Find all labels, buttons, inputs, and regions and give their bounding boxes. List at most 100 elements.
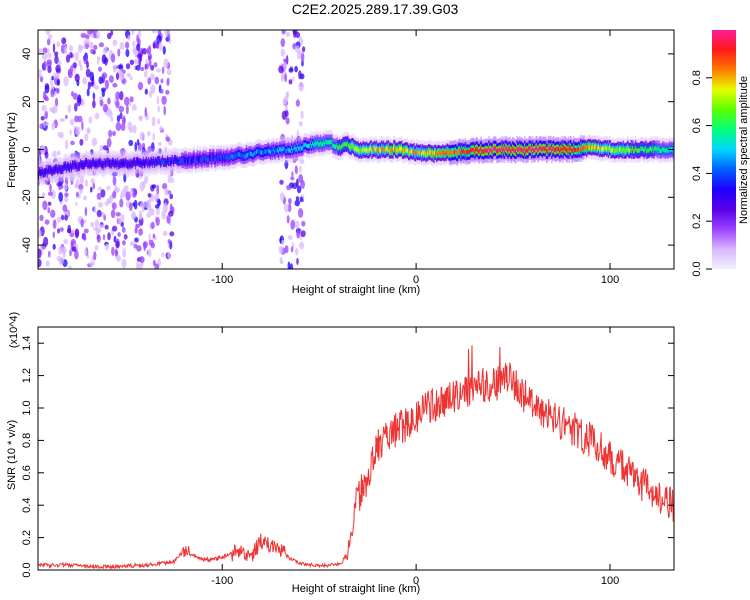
spectral-ridge-cell xyxy=(120,161,123,166)
spectral-ridge-cell xyxy=(484,148,487,153)
spectral-ridge-cell xyxy=(612,148,614,153)
noise-speckle xyxy=(92,182,96,190)
noise-speckle xyxy=(80,32,87,39)
spectral-ridge-cell xyxy=(270,150,272,155)
noise-speckle xyxy=(284,159,289,170)
spectral-ridge-cell xyxy=(324,141,326,147)
spectral-ridge-cell xyxy=(572,146,575,151)
noise-speckle xyxy=(64,196,69,203)
top-panel: -100 0 100 -40 -20 0 20 40 Height of straight … xyxy=(6,29,675,296)
spectral-ridge-cell xyxy=(109,162,112,167)
noise-speckle xyxy=(57,228,61,234)
spectral-ridge-cell xyxy=(165,159,167,164)
spectral-ridge-cell xyxy=(158,158,160,163)
noise-speckle xyxy=(127,35,131,41)
noise-speckle xyxy=(288,198,292,205)
spectral-ridge-cell xyxy=(215,157,217,162)
spectral-ridge-cell xyxy=(66,163,69,169)
spectral-ridge-cell xyxy=(622,146,625,151)
spectral-ridge-cell xyxy=(181,157,183,163)
spectral-ridge-cell xyxy=(65,163,67,168)
spectral-ridge-cell xyxy=(538,146,541,151)
spectral-ridge-cell xyxy=(510,149,513,154)
noise-speckle xyxy=(102,47,109,54)
spectral-ridge-cell xyxy=(111,162,113,167)
bottom-y-tick-label: 0.4 xyxy=(21,498,33,513)
spectral-ridge-cell xyxy=(571,148,573,153)
spectral-ridge-cell xyxy=(199,156,201,161)
spectral-ridge-cell xyxy=(401,146,403,151)
spectral-ridge-cell xyxy=(93,162,96,167)
spectral-ridge-cell xyxy=(196,155,199,160)
noise-speckle xyxy=(47,201,52,206)
spectral-ridge-cell xyxy=(246,153,249,158)
spectral-ridge-cell xyxy=(263,150,265,155)
noise-speckle xyxy=(42,200,48,211)
spectral-ridge-cell xyxy=(271,150,274,155)
spectral-ridge-cell xyxy=(298,146,300,151)
noise-speckle xyxy=(163,105,166,116)
spectral-ridge-cell xyxy=(520,146,523,151)
noise-speckle xyxy=(96,192,102,200)
noise-speckle xyxy=(278,245,284,254)
noise-speckle xyxy=(92,99,96,109)
noise-speckle xyxy=(294,165,298,175)
noise-speckle xyxy=(298,81,304,92)
spectral-ridge-cell xyxy=(176,158,179,163)
spectral-ridge-cell xyxy=(463,150,466,155)
noise-speckle xyxy=(133,48,138,58)
noise-speckle xyxy=(169,231,175,237)
spectral-ridge-cell xyxy=(645,146,647,151)
bottom-y-tick-label: 0.8 xyxy=(21,433,33,448)
spectral-ridge-cell xyxy=(237,151,240,156)
spectral-ridge-cell xyxy=(435,152,438,157)
noise-speckle xyxy=(38,248,42,259)
noise-speckle xyxy=(115,240,120,249)
spectral-ridge-cell xyxy=(161,159,163,164)
bottom-x-axis-label: Height of straight line (km) xyxy=(292,583,420,595)
bottom-y-axis-label: SNR (10 * v/v) xyxy=(6,420,18,490)
noise-speckle xyxy=(58,256,64,265)
noise-speckle xyxy=(44,83,50,90)
noise-speckle xyxy=(83,195,87,201)
spectral-ridge-cell xyxy=(569,145,571,150)
spectral-ridge-cell xyxy=(634,145,637,151)
spectral-ridge-cell xyxy=(472,147,475,152)
spectral-ridge-cell xyxy=(232,155,235,160)
spectral-ridge-cell xyxy=(414,151,417,156)
noise-speckle xyxy=(55,72,60,80)
spectral-ridge-cell xyxy=(70,163,72,168)
spectral-ridge-cell xyxy=(429,150,432,155)
spectral-ridge-cell xyxy=(202,156,204,162)
noise-speckle xyxy=(156,68,161,73)
noise-speckle xyxy=(70,140,75,146)
spectral-ridge-cell xyxy=(540,146,543,151)
spectral-ridge-cell xyxy=(604,145,606,150)
spectral-ridge-cell xyxy=(428,149,431,155)
spectral-ridge-cell xyxy=(477,149,480,154)
noise-speckle xyxy=(129,76,133,81)
bottom-x-tick-label: 100 xyxy=(601,575,619,587)
spectral-ridge-cell xyxy=(568,148,571,154)
spectral-ridge-cell xyxy=(247,152,249,157)
noise-speckle xyxy=(67,104,72,114)
spectral-ridge-cell xyxy=(591,145,593,151)
noise-speckle xyxy=(153,62,158,68)
spectral-ridge-cell xyxy=(206,157,208,163)
spectral-ridge-cell xyxy=(554,148,557,153)
spectral-ridge-cell xyxy=(509,146,511,151)
spectral-ridge-cell xyxy=(443,151,446,156)
noise-speckle xyxy=(167,239,171,244)
spectral-ridge-cell xyxy=(647,148,649,153)
spectral-ridge-cell xyxy=(469,148,472,153)
spectral-ridge-cell xyxy=(434,150,436,155)
spectral-ridge-cell xyxy=(526,148,529,154)
spectral-ridge-cell xyxy=(587,144,590,149)
noise-speckle xyxy=(300,230,306,238)
noise-speckle xyxy=(46,52,52,59)
noise-speckle xyxy=(299,159,305,165)
noise-speckle xyxy=(143,241,146,252)
spectral-ridge-cell xyxy=(598,144,600,150)
spectral-ridge-cell xyxy=(212,154,215,159)
